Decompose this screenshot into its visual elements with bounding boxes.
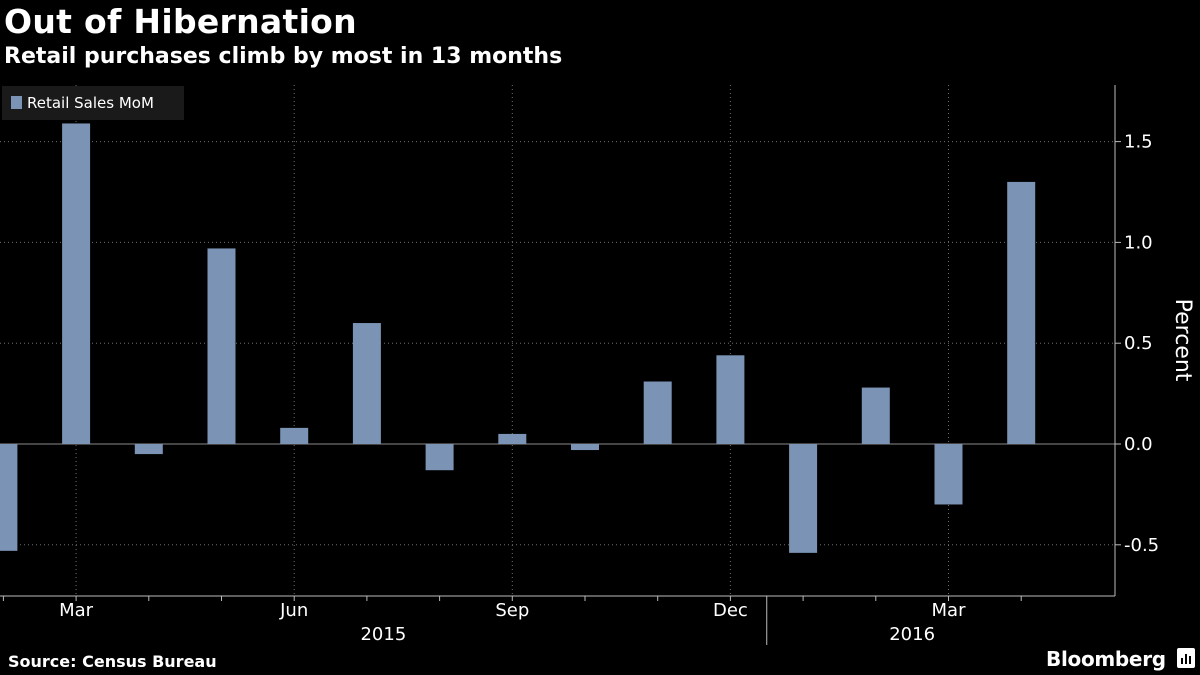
bar — [425, 444, 454, 471]
y-tick-label: 1.0 — [1124, 232, 1153, 253]
year-label: 2015 — [360, 624, 406, 645]
x-tick-label: Jun — [279, 600, 308, 621]
x-tick-label: Mar — [59, 600, 94, 621]
bar — [643, 381, 672, 444]
bar — [789, 444, 818, 553]
bar — [716, 355, 745, 444]
bar — [861, 387, 890, 444]
bar — [207, 248, 236, 444]
bar — [134, 444, 163, 455]
y-tick-label: 1.5 — [1124, 132, 1153, 153]
x-tick-label: Mar — [932, 600, 967, 621]
bar — [280, 427, 309, 444]
legend-box — [2, 86, 184, 120]
bar — [571, 444, 599, 451]
y-tick-label: -0.5 — [1124, 535, 1159, 556]
x-tick-label: Dec — [713, 600, 748, 621]
grid-lines — [0, 85, 1115, 596]
legend: Retail Sales MoM — [2, 86, 184, 120]
bar — [352, 323, 381, 444]
legend-swatch — [11, 96, 22, 109]
brand-logo-text: Bloomberg — [1046, 647, 1166, 671]
bar — [1007, 181, 1036, 445]
bar — [62, 123, 91, 445]
legend-label: Retail Sales MoM — [27, 94, 154, 112]
chart-title: Out of Hibernation — [4, 2, 357, 41]
source-note: Source: Census Bureau — [8, 652, 217, 671]
bar — [934, 444, 963, 505]
x-tick-label: Sep — [495, 600, 529, 621]
bar — [498, 433, 527, 444]
axes: -0.5 0.0 0.5 1.0 1.5 Mar Jun Sep Dec Mar 2015 2016 — [0, 85, 1159, 645]
y-axis-label: Percent — [1170, 299, 1195, 382]
chart-subtitle: Retail purchases climb by most in 13 mon… — [4, 44, 563, 69]
y-tick-label: 0.0 — [1124, 434, 1153, 455]
bloomberg-logo-icon — [1177, 648, 1195, 668]
bars — [0, 123, 1036, 553]
bar — [0, 444, 18, 551]
y-tick-label: 0.5 — [1124, 333, 1153, 354]
year-label: 2016 — [889, 624, 935, 645]
